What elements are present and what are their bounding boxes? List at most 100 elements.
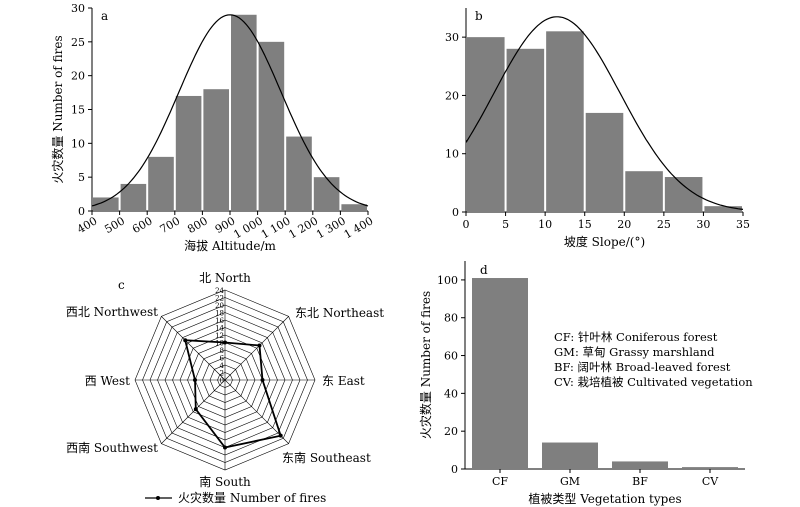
x-tick-label: 10 — [538, 218, 552, 231]
panel-label: d — [480, 263, 488, 277]
y-tick-label: 15 — [71, 104, 85, 117]
y-tick-label: 100 — [437, 274, 458, 287]
direction-label: 西北 Northwest — [66, 305, 158, 319]
x-tick-label: 1 000 — [231, 214, 265, 241]
y-tick-label: 10 — [445, 148, 459, 161]
panel-label: b — [475, 9, 483, 23]
histogram-bar — [546, 31, 584, 212]
y-tick-label: 40 — [444, 387, 458, 400]
x-tick-label: 1 400 — [342, 214, 376, 241]
x-tick-label: CV — [702, 475, 719, 488]
radar-tick-label: 20 — [215, 302, 224, 310]
radar-spoke — [161, 316, 226, 381]
abbreviation-note: GM: 草甸 Grassy marshland — [554, 345, 715, 359]
radar-point — [193, 407, 198, 412]
x-tick-label: 15 — [578, 218, 592, 231]
x-tick-label: 600 — [130, 214, 155, 236]
x-tick-label: GM — [560, 475, 580, 488]
x-tick-label: 500 — [102, 214, 127, 236]
histogram-bar — [585, 112, 624, 212]
abbreviation-note: CF: 针叶林 Coniferous forest — [554, 330, 718, 344]
direction-label: 北 North — [199, 271, 251, 285]
radar-series-line — [184, 339, 282, 449]
y-tick-label: 20 — [445, 89, 459, 102]
panel-label: c — [118, 278, 125, 292]
direction-label: 东北 Northeast — [295, 306, 384, 320]
radar-tick-label: 16 — [215, 317, 224, 325]
radar-point — [183, 338, 188, 343]
histogram-bar — [467, 37, 505, 213]
x-tick-label: 30 — [696, 218, 710, 231]
x-axis-label: 海拔 Altitude/m — [184, 238, 276, 253]
vegetation-bar — [542, 442, 598, 469]
x-tick-label: 20 — [617, 218, 631, 231]
radar-tick-label: 2 — [220, 370, 224, 378]
vegetation-bar — [612, 461, 668, 469]
x-tick-label: 1 100 — [259, 214, 293, 241]
y-tick-label: 20 — [71, 70, 85, 83]
histogram-bar — [120, 183, 147, 211]
x-tick-label: 800 — [185, 214, 210, 236]
y-tick-label: 0 — [452, 206, 459, 219]
y-tick-label: 30 — [445, 31, 459, 44]
histogram-bar — [148, 156, 174, 211]
histogram-bar — [175, 95, 202, 211]
y-tick-label: 0 — [78, 205, 85, 218]
legend-label: 火灾数量 Number of fires — [178, 490, 326, 505]
radar-spoke — [161, 379, 226, 444]
histogram-bar — [704, 206, 742, 212]
direction-label: 西 West — [85, 374, 130, 388]
radar-tick-label: 12 — [215, 332, 224, 340]
radar-point — [260, 378, 265, 382]
x-tick-label: 35 — [736, 218, 750, 231]
radar-tick-label: 6 — [220, 355, 225, 363]
radar-point — [223, 340, 227, 345]
x-tick-label: 5 — [502, 218, 509, 231]
radar-point — [223, 445, 227, 450]
y-axis-label: 火灾数量 Number of fires — [418, 291, 433, 439]
y-tick-label: 5 — [78, 171, 85, 184]
y-tick-label: 0 — [451, 463, 458, 476]
direction-label: 西南 Southwest — [66, 440, 158, 455]
radar-tick-label: 10 — [215, 340, 224, 348]
radar-tick-label: 24 — [215, 287, 224, 295]
y-axis-label: 火灾数量 Number of fires — [50, 35, 65, 183]
y-tick-label: 20 — [444, 425, 458, 438]
panel-label: a — [101, 9, 108, 23]
histogram-bar — [313, 177, 340, 211]
radar-tick-label: 22 — [215, 295, 224, 303]
x-axis-label: 坡度 Slope/(°) — [564, 234, 645, 249]
x-tick-label: 1 300 — [314, 214, 348, 241]
y-tick-label: 30 — [71, 2, 85, 15]
radar-tick-label: 14 — [215, 325, 224, 333]
normal-fit-curve — [465, 16, 744, 210]
radar-tick-label: 4 — [220, 362, 225, 370]
y-tick-label: 25 — [71, 36, 85, 49]
histogram-bar — [93, 197, 119, 211]
histogram-bar — [625, 171, 663, 212]
radar-tick-label: 8 — [220, 347, 224, 355]
x-tick-label: CF — [492, 475, 508, 488]
x-tick-label: 0 — [463, 218, 470, 231]
vegetation-bar — [682, 467, 738, 469]
histogram-bar — [258, 41, 285, 212]
panel-d-vegetation-bar: CF GM BF CV 0 20 40 60 80 100 CF: 针叶林 Coniferous f… — [418, 261, 753, 506]
histogram-bar — [341, 204, 367, 211]
histogram-bar — [203, 89, 229, 211]
radar-spoke — [224, 379, 289, 444]
direction-label: 东南 Southeast — [282, 450, 371, 465]
direction-label: 南 South — [199, 474, 251, 489]
x-axis-label: 植被类型 Vegetation types — [528, 491, 681, 506]
y-tick-label: 80 — [444, 312, 458, 325]
legend-marker — [156, 496, 160, 500]
radar-point — [257, 343, 262, 348]
x-tick-label: 1 200 — [287, 214, 321, 241]
radar-tick-label: 18 — [215, 310, 224, 318]
radar-spoke — [224, 316, 289, 381]
radar-tick-label: 0 — [220, 377, 224, 385]
normal-fit-curve — [91, 14, 369, 207]
abbreviation-note: BF: 阔叶林 Broad-leaved forest — [554, 360, 731, 374]
